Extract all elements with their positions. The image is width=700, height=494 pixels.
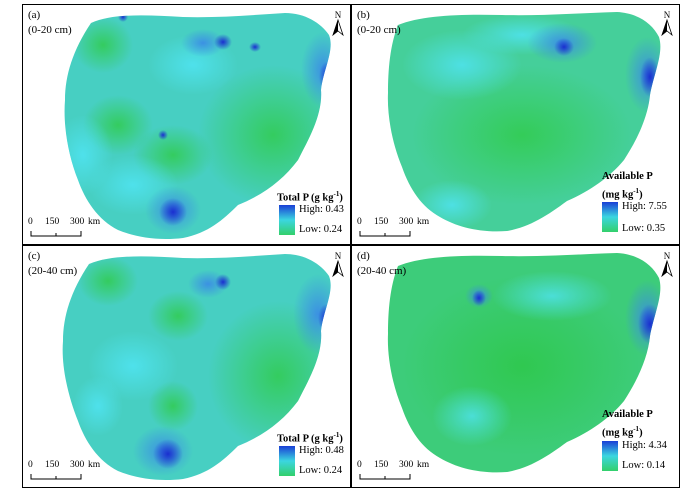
north-label: N: [335, 10, 342, 20]
panel-d: (d) (20-40 cm) N Available P (mg kg-1) H…: [351, 245, 680, 488]
legend-high-a: High: 0.43: [299, 204, 344, 215]
legend-low-a: Low: 0.24: [299, 224, 343, 235]
scale-bar-b: 0 150 300 km: [355, 217, 445, 241]
map-c: [62, 254, 331, 481]
legend-low-d: Low: 0.14: [622, 460, 666, 471]
panel-id-b: (b): [357, 9, 370, 21]
panel-id-a: (a): [28, 9, 41, 21]
legend-title-b: Available P (mg kg-1): [602, 171, 653, 201]
legend-high-c: High: 0.48: [299, 445, 344, 456]
panel-c: (c) (20-40 cm) N Total P (g kg-1) High: …: [22, 245, 351, 488]
panel-label-c: (c) (20-40 cm): [28, 249, 77, 279]
legend-title-c: Total P (g kg-1): [277, 431, 343, 445]
map-b: [387, 12, 661, 232]
legend-color-ramp-a: [279, 205, 295, 235]
scale-bar-graphic: [30, 231, 82, 237]
panel-id-c: (c): [28, 250, 41, 262]
panel-depth-d: (20-40 cm): [357, 265, 407, 277]
scale-bar-graphic: [359, 231, 411, 237]
scale-bar-d: 0 150 300 km: [355, 460, 445, 484]
legend-color-ramp-d: [602, 441, 618, 471]
north-label: N: [335, 251, 342, 261]
map-a: [64, 13, 331, 240]
legend-high-d: High: 4.34: [622, 440, 667, 451]
north-label: N: [664, 251, 671, 261]
north-label: N: [664, 10, 671, 20]
panel-label-a: (a) (0-20 cm): [28, 8, 72, 38]
panel-depth-b: (0-20 cm): [357, 24, 401, 36]
panel-a: (a) (0-20 cm) N Total P (g kg-1) High: 0…: [22, 4, 351, 245]
legend-title-a: Total P (g kg-1): [277, 190, 343, 204]
north-arrow-icon: N: [332, 10, 344, 37]
panel-id-d: (d): [357, 250, 370, 262]
legend-color-ramp-c: [279, 446, 295, 476]
legend-low-b: Low: 0.35: [622, 223, 666, 234]
north-arrow-icon: N: [661, 251, 673, 278]
north-arrow-icon: N: [332, 251, 344, 278]
panel-b: (b) (0-20 cm) N Available P (mg kg-1) Hi…: [351, 4, 680, 245]
map-d: [387, 253, 661, 473]
scale-bar-a: 0 150 300 km: [26, 217, 116, 241]
legend-title-d: Available P (mg kg-1): [602, 409, 653, 439]
panel-depth-a: (0-20 cm): [28, 24, 72, 36]
panel-depth-c: (20-40 cm): [28, 265, 78, 277]
scale-bar-c: 0 150 300 km: [26, 460, 116, 484]
legend-color-ramp-b: [602, 202, 618, 232]
panel-label-b: (b) (0-20 cm): [357, 8, 401, 38]
panel-label-d: (d) (20-40 cm): [357, 249, 406, 279]
legend-high-b: High: 7.55: [622, 201, 667, 212]
north-arrow-icon: N: [661, 10, 673, 37]
scale-bar-graphic: [359, 474, 411, 480]
scale-bar-graphic: [30, 474, 82, 480]
legend-low-c: Low: 0.24: [299, 465, 343, 476]
